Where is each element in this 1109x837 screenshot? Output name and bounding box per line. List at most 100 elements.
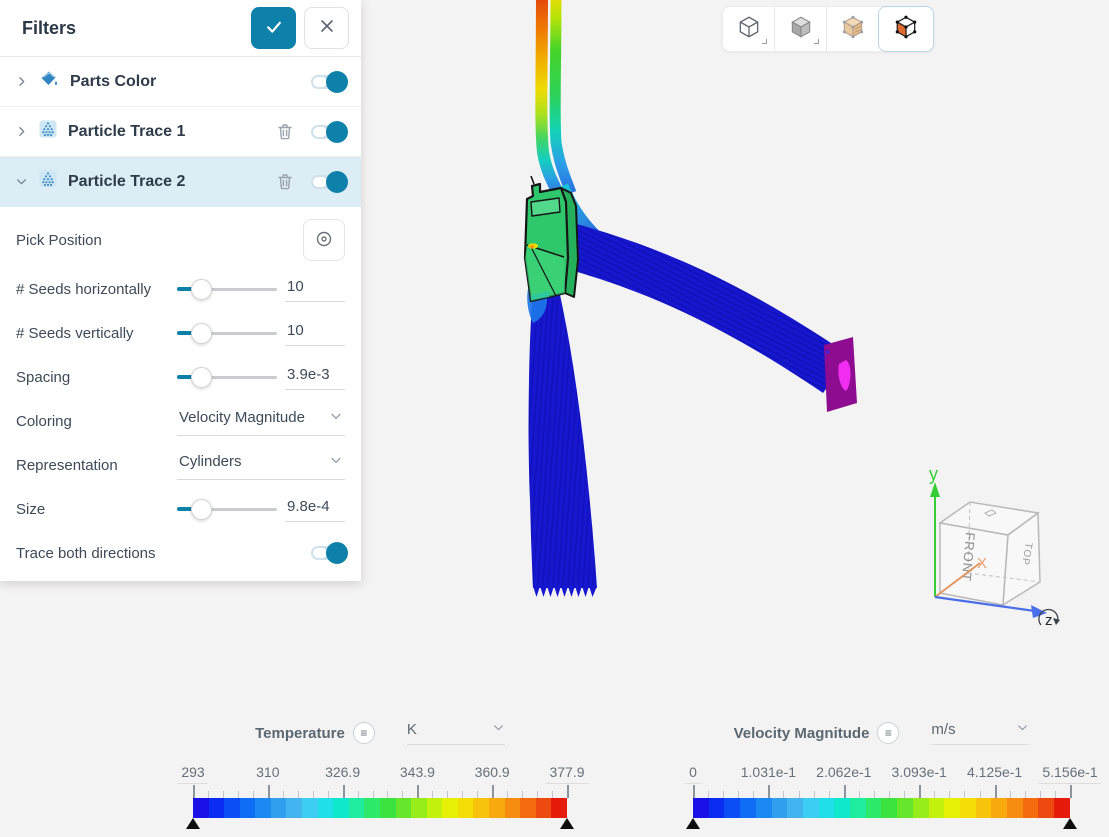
solid-cube-view-button[interactable] — [775, 7, 827, 51]
colormap-cell — [976, 798, 992, 818]
tick-mark — [492, 785, 494, 798]
tick-mark — [507, 791, 508, 798]
trace-both-directions-row: Trace both directions — [16, 531, 345, 575]
temperature-color-scale[interactable]: 293310326.9343.9360.9377.9 — [193, 764, 567, 818]
size-row: Size 9.8e-4 — [16, 487, 345, 531]
orientation-gizmo[interactable]: FRONT TOP X y z — [929, 464, 1060, 629]
range-max-marker[interactable] — [1063, 818, 1077, 829]
apply-filters-button[interactable] — [251, 7, 296, 49]
trace-both-directions-toggle[interactable] — [311, 546, 345, 560]
parts-color-toggle[interactable] — [311, 75, 345, 89]
tick-mark — [253, 791, 254, 798]
seeds-horizontally-value[interactable]: 10 — [285, 276, 345, 302]
legend-menu-button[interactable]: ≡ — [353, 722, 375, 744]
seeds-vertically-row: # Seeds vertically 10 — [16, 311, 345, 355]
paint-bucket-icon — [38, 68, 60, 95]
tick-mark — [693, 785, 695, 798]
tick-label[interactable]: 293 — [177, 764, 208, 784]
tick-label: 3.093e-1 — [892, 764, 947, 780]
trace-both-directions-label: Trace both directions — [16, 545, 305, 562]
range-min-marker[interactable] — [686, 818, 700, 829]
filter-row-particle-trace-1[interactable]: Particle Trace 1 — [0, 107, 361, 157]
colormap-cell — [209, 798, 225, 818]
temperature-legend-header: Temperature ≡ K — [193, 718, 567, 748]
spacing-value[interactable]: 3.9e-3 — [285, 364, 345, 390]
chevron-right-icon[interactable] — [14, 75, 28, 89]
textured-cube-view-button[interactable] — [827, 7, 879, 51]
tick-mark — [223, 791, 224, 798]
pick-position-row: Pick Position — [16, 213, 345, 267]
tick-mark — [328, 791, 329, 798]
highlight-face-cube-icon — [893, 14, 919, 45]
size-value[interactable]: 9.8e-4 — [285, 496, 345, 522]
tick-label[interactable]: 5.156e-1 — [1038, 764, 1101, 784]
tick-label: 360.9 — [475, 764, 510, 780]
filter-row-particle-trace-2[interactable]: Particle Trace 2 — [0, 157, 361, 207]
pick-position-button[interactable] — [303, 219, 345, 261]
tick-mark — [537, 791, 538, 798]
seeds-vertically-label: # Seeds vertically — [16, 325, 177, 342]
temperature-legend-title: Temperature — [255, 725, 345, 742]
representation-select[interactable]: Cylinders — [177, 451, 345, 480]
temperature-unit-select[interactable]: K — [407, 721, 505, 745]
tick-mark — [283, 791, 284, 798]
colormap-cell — [803, 798, 819, 818]
view-mode-toolbar — [722, 6, 934, 52]
tick-mark — [373, 791, 374, 798]
tick-label[interactable]: 377.9 — [545, 764, 588, 784]
particle-trace-icon — [38, 119, 58, 144]
colormap-cell — [897, 798, 913, 818]
tick-label: 2.062e-1 — [816, 764, 871, 780]
colormap-cell — [850, 798, 866, 818]
chevron-right-icon[interactable] — [14, 125, 28, 139]
seeds-horizontally-slider[interactable] — [177, 279, 277, 299]
trash-icon[interactable] — [275, 122, 295, 142]
coloring-select[interactable]: Velocity Magnitude — [177, 407, 345, 436]
range-max-marker[interactable] — [560, 818, 574, 829]
spacing-row: Spacing 3.9e-3 — [16, 355, 345, 399]
tick-mark — [904, 791, 905, 798]
dropdown-corner-mark — [762, 39, 767, 44]
orientation-cube[interactable]: FRONT TOP X — [940, 502, 1040, 605]
spacing-slider[interactable] — [177, 367, 277, 387]
tick-mark — [343, 785, 345, 798]
colormap-cell — [380, 798, 396, 818]
particle-trace-1-toggle[interactable] — [311, 125, 345, 139]
seeds-vertically-value[interactable]: 10 — [285, 320, 345, 346]
colormap-cell — [505, 798, 521, 818]
close-filters-button[interactable] — [304, 7, 349, 49]
tick-mark — [208, 791, 209, 798]
colormap-cell — [240, 798, 256, 818]
wireframe-cube-view-button[interactable] — [723, 7, 775, 51]
colormap-cell — [318, 798, 334, 818]
velocity-unit-select[interactable]: m/s — [931, 721, 1029, 745]
tick-mark — [1070, 785, 1072, 798]
close-icon — [319, 18, 335, 39]
chevron-down-icon[interactable] — [14, 175, 28, 189]
tick-label: 1.031e-1 — [741, 764, 796, 780]
colormap-cell — [536, 798, 552, 818]
legend-menu-button[interactable]: ≡ — [877, 722, 899, 744]
tick-label[interactable]: 0 — [685, 764, 701, 784]
seeds-vertically-slider[interactable] — [177, 323, 277, 343]
highlight-face-view-button[interactable] — [878, 6, 934, 52]
chevron-down-icon — [329, 453, 343, 471]
tick-mark — [462, 791, 463, 798]
size-slider[interactable] — [177, 499, 277, 519]
coloring-value: Velocity Magnitude — [179, 409, 305, 426]
colormap-cell — [286, 798, 302, 818]
fan-part — [824, 337, 857, 412]
heat-source-part — [525, 176, 578, 301]
particle-trace-2-toggle[interactable] — [311, 175, 345, 189]
wireframe-cube-icon — [736, 14, 762, 45]
range-min-marker[interactable] — [186, 818, 200, 829]
tick-mark — [964, 791, 965, 798]
velocity-color-scale[interactable]: 01.031e-12.062e-13.093e-14.125e-15.156e-… — [693, 764, 1070, 818]
filter-row-parts-color[interactable]: Parts Color — [0, 57, 361, 107]
tick-mark — [358, 791, 359, 798]
colormap-cell — [1007, 798, 1023, 818]
colormap-cell — [866, 798, 882, 818]
trash-icon[interactable] — [275, 172, 295, 192]
velocity-legend: Velocity Magnitude ≡ m/s 01.031e-12.062e… — [693, 718, 1070, 818]
colormap-cell — [819, 798, 835, 818]
